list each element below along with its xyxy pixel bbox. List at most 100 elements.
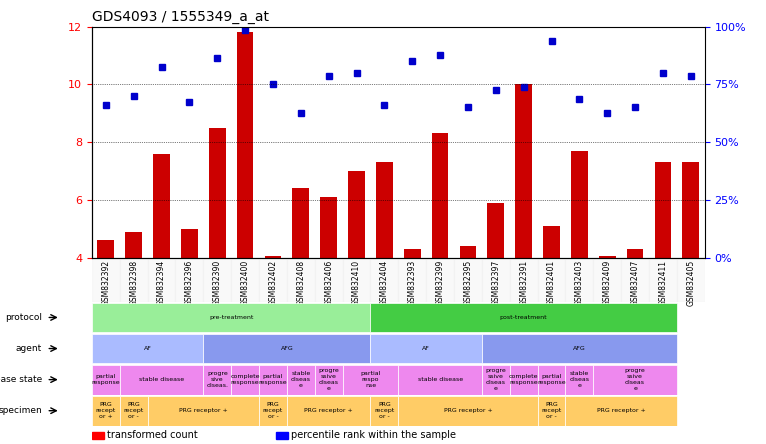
Text: progre
sive
diseas.: progre sive diseas.: [206, 371, 228, 388]
Text: transformed count: transformed count: [107, 430, 198, 440]
Bar: [320, 197, 337, 258]
Bar: [594, 258, 621, 302]
FancyBboxPatch shape: [287, 365, 315, 395]
Bar: [677, 258, 705, 302]
Bar: [287, 258, 315, 302]
FancyBboxPatch shape: [287, 396, 371, 426]
Bar: [181, 229, 198, 258]
Bar: [92, 432, 104, 439]
Text: GSM832395: GSM832395: [463, 260, 473, 306]
FancyBboxPatch shape: [148, 396, 259, 426]
Bar: [649, 258, 677, 302]
Text: GSM832399: GSM832399: [436, 260, 444, 306]
FancyBboxPatch shape: [92, 333, 203, 364]
Text: complete
response: complete response: [231, 374, 260, 385]
Text: complete
response: complete response: [509, 374, 538, 385]
Text: PRG receptor +: PRG receptor +: [444, 408, 493, 413]
Bar: [432, 134, 448, 258]
Text: PRG
recept
or -: PRG recept or -: [375, 402, 394, 419]
Bar: [454, 258, 482, 302]
FancyBboxPatch shape: [315, 365, 342, 395]
Text: GSM832409: GSM832409: [603, 260, 612, 306]
Text: GSM832397: GSM832397: [491, 260, 500, 306]
Bar: [237, 32, 254, 258]
Text: GSM832403: GSM832403: [574, 260, 584, 306]
FancyBboxPatch shape: [538, 396, 565, 426]
FancyBboxPatch shape: [509, 365, 538, 395]
Text: stable
diseas
e: stable diseas e: [569, 371, 589, 388]
Bar: [487, 202, 504, 258]
Text: GSM832398: GSM832398: [129, 260, 138, 306]
Text: disease state: disease state: [0, 375, 42, 384]
Bar: [509, 258, 538, 302]
FancyBboxPatch shape: [342, 365, 398, 395]
Bar: [315, 258, 342, 302]
Bar: [276, 432, 288, 439]
Bar: [482, 258, 509, 302]
Text: stable disease: stable disease: [417, 377, 463, 382]
Bar: [565, 258, 594, 302]
Bar: [404, 249, 421, 258]
FancyBboxPatch shape: [259, 396, 287, 426]
Bar: [119, 258, 148, 302]
FancyBboxPatch shape: [92, 302, 371, 333]
Bar: [209, 128, 226, 258]
Bar: [543, 226, 560, 258]
Text: PRG
recept
or +: PRG recept or +: [96, 402, 116, 419]
Text: GSM832400: GSM832400: [241, 260, 250, 306]
FancyBboxPatch shape: [259, 365, 287, 395]
Bar: [571, 151, 588, 258]
Text: PRG receptor +: PRG receptor +: [597, 408, 646, 413]
Bar: [92, 258, 119, 302]
Text: AF: AF: [144, 346, 152, 351]
Bar: [153, 154, 170, 258]
Bar: [426, 258, 454, 302]
FancyBboxPatch shape: [92, 365, 119, 395]
Text: PRG receptor +: PRG receptor +: [304, 408, 353, 413]
FancyBboxPatch shape: [371, 302, 677, 333]
FancyBboxPatch shape: [231, 365, 259, 395]
FancyBboxPatch shape: [398, 396, 538, 426]
Text: post-treatment: post-treatment: [500, 315, 548, 320]
FancyBboxPatch shape: [203, 333, 371, 364]
Text: PRG receptor +: PRG receptor +: [179, 408, 228, 413]
Text: AF: AF: [422, 346, 430, 351]
Bar: [398, 258, 426, 302]
FancyBboxPatch shape: [565, 365, 594, 395]
Text: PRG
recept
or -: PRG recept or -: [263, 402, 283, 419]
Text: GSM832391: GSM832391: [519, 260, 529, 306]
FancyBboxPatch shape: [92, 396, 119, 426]
FancyBboxPatch shape: [482, 365, 509, 395]
Bar: [342, 258, 371, 302]
Bar: [97, 240, 114, 258]
Text: percentile rank within the sample: percentile rank within the sample: [291, 430, 456, 440]
Bar: [516, 84, 532, 258]
Bar: [264, 256, 281, 258]
FancyBboxPatch shape: [594, 365, 677, 395]
Text: GSM832402: GSM832402: [268, 260, 277, 306]
Text: GSM832393: GSM832393: [408, 260, 417, 306]
Bar: [599, 256, 616, 258]
Text: stable disease: stable disease: [139, 377, 184, 382]
FancyBboxPatch shape: [119, 365, 203, 395]
Bar: [293, 188, 309, 258]
Bar: [349, 171, 365, 258]
Text: protocol: protocol: [5, 313, 42, 322]
Text: GSM832392: GSM832392: [101, 260, 110, 306]
Text: partial
response: partial response: [537, 374, 566, 385]
Bar: [175, 258, 203, 302]
Text: progre
ssive
diseas
e: progre ssive diseas e: [319, 369, 339, 391]
Text: GSM832407: GSM832407: [630, 260, 640, 306]
Bar: [259, 258, 287, 302]
Text: PRG
recept
or -: PRG recept or -: [123, 402, 144, 419]
Text: agent: agent: [16, 344, 42, 353]
FancyBboxPatch shape: [565, 396, 677, 426]
Bar: [683, 163, 699, 258]
Text: specimen: specimen: [0, 406, 42, 415]
Bar: [376, 163, 393, 258]
Text: GSM832411: GSM832411: [659, 260, 667, 306]
Text: progre
ssive
diseas
e: progre ssive diseas e: [625, 369, 646, 391]
Text: GSM832406: GSM832406: [324, 260, 333, 306]
Text: progre
ssive
diseas
e: progre ssive diseas e: [486, 369, 506, 391]
Bar: [621, 258, 649, 302]
